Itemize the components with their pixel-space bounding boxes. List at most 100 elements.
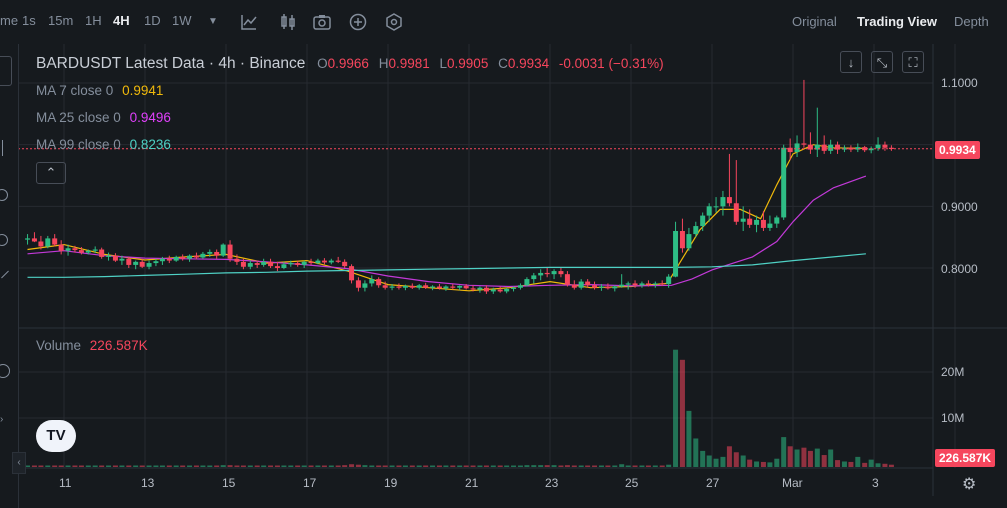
candle-body <box>558 271 564 275</box>
candle-body <box>268 261 274 267</box>
ma-line-25 <box>27 175 867 288</box>
interval-1w[interactable]: 1W <box>172 13 192 28</box>
volume-bar <box>463 465 469 467</box>
candle-body <box>720 197 726 207</box>
candle-body <box>511 287 517 289</box>
candle-body <box>52 238 58 245</box>
settings-hex-icon[interactable] <box>385 13 403 31</box>
ma99-value: 0.8236 <box>129 137 171 152</box>
candle-body <box>564 274 570 285</box>
volume-bar <box>376 465 382 467</box>
chevron-right-icon[interactable]: › <box>0 414 4 425</box>
trend-tool-icon[interactable] <box>1 270 9 279</box>
volume-bar <box>133 465 139 467</box>
volume-bar <box>578 465 584 467</box>
gear-icon[interactable]: ⚙ <box>962 476 977 493</box>
candle-body <box>747 218 753 225</box>
volume-bar <box>52 465 58 467</box>
candle-body <box>119 258 125 261</box>
ma-line-99 <box>27 253 866 278</box>
add-indicator-icon[interactable] <box>349 13 367 31</box>
volume-bar <box>726 446 732 467</box>
ma7-label: MA 7 close 0 <box>36 83 114 98</box>
volume-bar <box>882 463 888 467</box>
volume-bar <box>423 465 429 467</box>
candle-body <box>382 285 388 288</box>
candlestick-type-icon[interactable] <box>279 13 297 31</box>
candle-body <box>254 263 260 265</box>
volume-bar <box>720 456 726 467</box>
candle-body <box>544 272 550 275</box>
candle-body <box>315 260 321 264</box>
interval-1h[interactable]: 1H <box>85 13 102 28</box>
candle-body <box>700 215 706 227</box>
candle-body <box>706 206 712 216</box>
candle-body <box>639 283 645 286</box>
candle-body <box>295 263 301 265</box>
ma99-label: MA 99 close 0 <box>36 137 121 152</box>
volume-bar <box>126 465 132 467</box>
close-value: 0.9934 <box>507 56 550 71</box>
measure-tool-icon[interactable] <box>0 364 10 378</box>
volume-bar <box>706 455 712 467</box>
candle-body <box>497 289 503 292</box>
candle-body <box>686 234 692 249</box>
view-depth[interactable]: Depth <box>954 14 989 29</box>
node-tool-icon-2[interactable] <box>0 234 8 246</box>
ma25-value: 0.9496 <box>129 110 171 125</box>
collapse-chart-button[interactable]: ⤡ <box>871 51 893 73</box>
volume-bar <box>409 465 415 467</box>
line-tool-icon[interactable] <box>2 140 9 156</box>
volume-bar <box>700 450 706 467</box>
node-tool-icon[interactable] <box>0 189 8 201</box>
volume-bar <box>139 465 145 467</box>
volume-tick-10m: 10M <box>941 411 965 425</box>
candle-body <box>281 264 287 268</box>
tradingview-logo[interactable]: TV <box>36 420 76 452</box>
volume-bar <box>159 465 165 467</box>
volume-bar <box>342 465 348 467</box>
open-label: O <box>317 56 328 71</box>
fullscreen-button[interactable]: ⛶ <box>902 51 924 73</box>
interval-4h[interactable]: 4H <box>113 13 130 28</box>
chevron-down-icon[interactable]: ▼ <box>208 16 218 27</box>
candle-body <box>740 218 746 222</box>
camera-icon[interactable] <box>313 13 331 31</box>
candle-body <box>625 283 631 285</box>
candle-body <box>875 144 881 149</box>
volume-bar <box>106 465 112 467</box>
candle-body <box>645 283 651 285</box>
view-original[interactable]: Original <box>792 14 837 29</box>
ma7-legend[interactable]: MA 7 close 0 0.9941 <box>36 83 163 98</box>
interval-15m[interactable]: 15m <box>48 13 74 28</box>
scroll-to-latest-button[interactable]: ↓ <box>840 51 862 73</box>
volume-bar <box>814 448 820 467</box>
close-label: C <box>498 56 508 71</box>
volume-bar <box>517 465 523 467</box>
ma99-legend[interactable]: MA 99 close 0 0.8236 <box>36 137 171 152</box>
interval-1d[interactable]: 1D <box>144 13 161 28</box>
candle-body <box>713 206 719 208</box>
volume-bar <box>747 459 753 467</box>
time-tick-3: 3 <box>872 476 879 490</box>
crosshair-tool[interactable] <box>0 56 12 86</box>
collapse-toolbar-chevron-icon[interactable]: ‹ <box>12 452 26 474</box>
ma25-legend[interactable]: MA 25 close 0 0.9496 <box>36 110 171 125</box>
candle-body <box>457 285 463 288</box>
volume-bar <box>470 465 476 467</box>
view-trading-view[interactable]: Trading View <box>857 14 937 29</box>
candle-body <box>666 276 672 285</box>
candle-body <box>659 283 665 285</box>
candle-body <box>234 258 240 262</box>
volume-bar <box>328 465 334 467</box>
volume-bar <box>787 446 793 467</box>
time-option-partial[interactable]: me <box>0 13 19 28</box>
candle-body <box>551 271 557 275</box>
interval-1s[interactable]: 1s <box>22 13 36 28</box>
collapse-legend-button[interactable]: ⌃ <box>36 162 66 184</box>
volume-bar <box>592 465 598 467</box>
candle-body <box>801 143 807 145</box>
volume-bar <box>693 438 699 467</box>
indicator-chart-icon[interactable] <box>240 13 258 31</box>
